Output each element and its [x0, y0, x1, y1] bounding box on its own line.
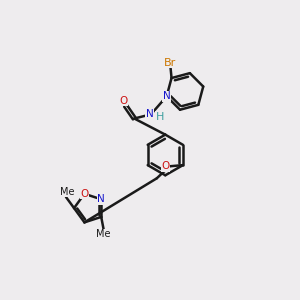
Text: Me: Me: [60, 187, 74, 197]
Text: Br: Br: [164, 58, 176, 68]
Text: N: N: [97, 194, 105, 204]
Text: O: O: [80, 189, 88, 199]
Text: O: O: [119, 96, 128, 106]
Text: N: N: [146, 109, 154, 119]
Text: Me: Me: [96, 229, 111, 239]
Text: H: H: [155, 112, 164, 122]
Text: O: O: [162, 161, 170, 171]
Text: N: N: [163, 91, 170, 101]
